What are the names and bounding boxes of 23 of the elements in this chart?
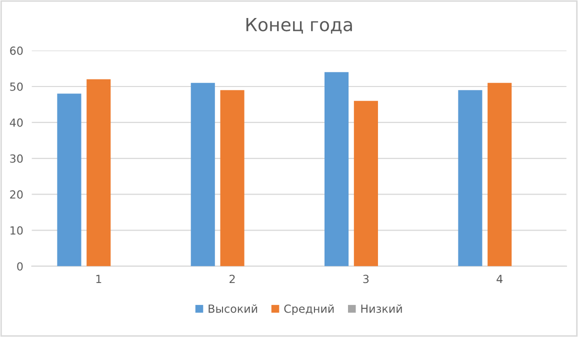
bar <box>190 82 215 266</box>
bar <box>458 90 482 266</box>
y-tick-label: 50 <box>10 82 23 91</box>
y-tick-label: 0 <box>17 262 23 271</box>
x-tick-label: 1 <box>96 274 102 284</box>
bar <box>488 82 512 266</box>
bar <box>354 100 378 266</box>
bar <box>57 94 82 266</box>
bar <box>86 79 111 266</box>
y-tick-label: 20 <box>10 190 23 199</box>
legend-label: Высокий <box>208 304 258 313</box>
legend-label: Низкий <box>361 304 402 313</box>
x-tick-label: 3 <box>363 274 369 284</box>
bar <box>324 72 349 266</box>
chart-title: Конец года <box>246 18 352 34</box>
x-tick-label: 4 <box>496 274 503 284</box>
y-tick-label: 40 <box>10 118 23 127</box>
y-tick-label: 30 <box>10 154 23 163</box>
bar <box>220 90 244 266</box>
y-tick-label: 60 <box>10 46 23 55</box>
legend-label: Средний <box>284 304 334 316</box>
y-tick-label: 10 <box>10 226 23 235</box>
x-tick-label: 2 <box>230 274 235 284</box>
